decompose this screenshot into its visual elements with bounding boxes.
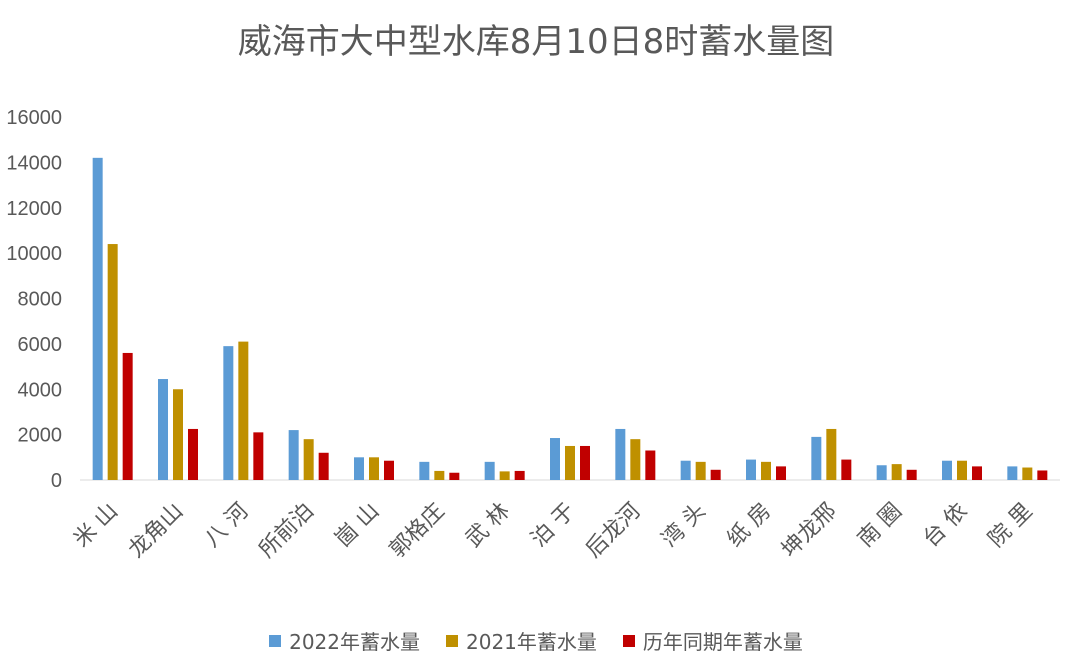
x-tick-label: 纸 房: [723, 499, 777, 553]
x-tick-label: 坤龙邢: [777, 499, 841, 563]
x-tick-label: 龙角山: [124, 499, 188, 563]
x-tick-label: 八 河: [200, 499, 254, 553]
bar-2-13: [891, 464, 902, 480]
bar-2-5: [369, 457, 379, 480]
bar-2-6: [434, 470, 445, 480]
y-tick-label: 14000: [6, 152, 62, 174]
bar-1-6: [419, 461, 430, 480]
legend-swatch: [269, 634, 282, 647]
y-tick-label: 0: [51, 470, 62, 492]
bar-2-1: [107, 244, 118, 480]
bar-1-5: [354, 457, 364, 480]
x-tick-label: 泊 于: [527, 499, 581, 553]
x-tick-label: 台 依: [919, 499, 973, 553]
x-tick-label: 武 林: [461, 499, 515, 553]
legend-swatch: [446, 634, 458, 647]
bar-2-10: [695, 461, 706, 480]
bar-3-14: [972, 466, 982, 480]
x-tick-label: 米 山: [69, 499, 123, 553]
bar-2-15: [1022, 467, 1033, 480]
bar-2-12: [826, 428, 837, 480]
legend-item: 2021年蓄水量: [446, 626, 597, 655]
bar-2-14: [957, 460, 967, 480]
bar-2-11: [761, 461, 771, 480]
bar-3-5: [384, 460, 394, 480]
bar-3-8: [580, 445, 590, 480]
bar-2-3: [238, 341, 249, 480]
bar-2-4: [303, 439, 314, 480]
bar-2-9: [630, 439, 641, 480]
bar-3-4: [318, 452, 329, 480]
x-tick-label: 南 圈: [853, 499, 907, 553]
bar-1-7: [484, 461, 495, 480]
legend-label: 2021年蓄水量: [466, 630, 597, 654]
x-tick-label: 后龙河: [581, 499, 645, 563]
legend: 2022年蓄水量 2021年蓄水量 历年同期年蓄水量: [0, 626, 1072, 655]
bar-3-12: [841, 459, 852, 480]
y-tick-label: 6000: [18, 334, 63, 356]
bar-1-3: [223, 346, 234, 480]
bar-3-13: [906, 469, 917, 480]
legend-item: 历年同期年蓄水量: [622, 626, 803, 655]
bar-2-7: [499, 471, 510, 480]
bar-1-12: [811, 436, 822, 480]
bar-1-2: [158, 379, 168, 480]
y-tick-label: 16000: [6, 107, 62, 129]
x-tick-label: 郭格庄: [385, 499, 449, 563]
x-tick-label: 湾 头: [657, 499, 711, 553]
bar-3-1: [122, 352, 133, 480]
bar-3-2: [188, 428, 198, 480]
bar-1-8: [550, 438, 560, 480]
x-tick-label: 所前泊: [255, 499, 319, 563]
bar-1-4: [288, 430, 299, 480]
y-tick-label: 4000: [18, 379, 63, 401]
bar-3-11: [776, 466, 786, 480]
bar-3-9: [645, 450, 656, 480]
legend-swatch: [622, 634, 635, 647]
legend-label: 历年同期年蓄水量: [642, 630, 803, 654]
bar-3-10: [710, 469, 721, 480]
legend-label: 2022年蓄水量: [289, 630, 420, 654]
bar-chart: 0 2000 4000 6000 8000 10000 12000 14000 16000 米 山…: [6, 107, 1060, 563]
bar-1-15: [1007, 466, 1018, 480]
bar-2-2: [173, 389, 183, 480]
bar-3-7: [514, 470, 525, 480]
x-tick-label: 崮 山: [331, 499, 385, 553]
bar-1-1: [92, 157, 103, 480]
bar-3-6: [449, 472, 460, 480]
bar-3-15: [1037, 470, 1048, 480]
bar-3-3: [253, 432, 264, 480]
bar-1-13: [876, 465, 887, 480]
y-tick-label: 12000: [6, 198, 62, 220]
y-tick-label: 10000: [6, 243, 62, 265]
legend-item: 2022年蓄水量: [269, 626, 420, 655]
bar-1-10: [680, 460, 691, 480]
bar-1-14: [942, 460, 952, 480]
x-tick-label: 院 里: [984, 499, 1038, 553]
bar-1-9: [615, 428, 626, 480]
y-tick-label: 8000: [18, 289, 63, 311]
y-tick-label: 2000: [18, 425, 63, 447]
bar-1-11: [746, 459, 756, 480]
bar-2-8: [565, 445, 575, 480]
chart-title: 威海市大中型水库8月10日8时蓄水量图: [237, 22, 835, 62]
